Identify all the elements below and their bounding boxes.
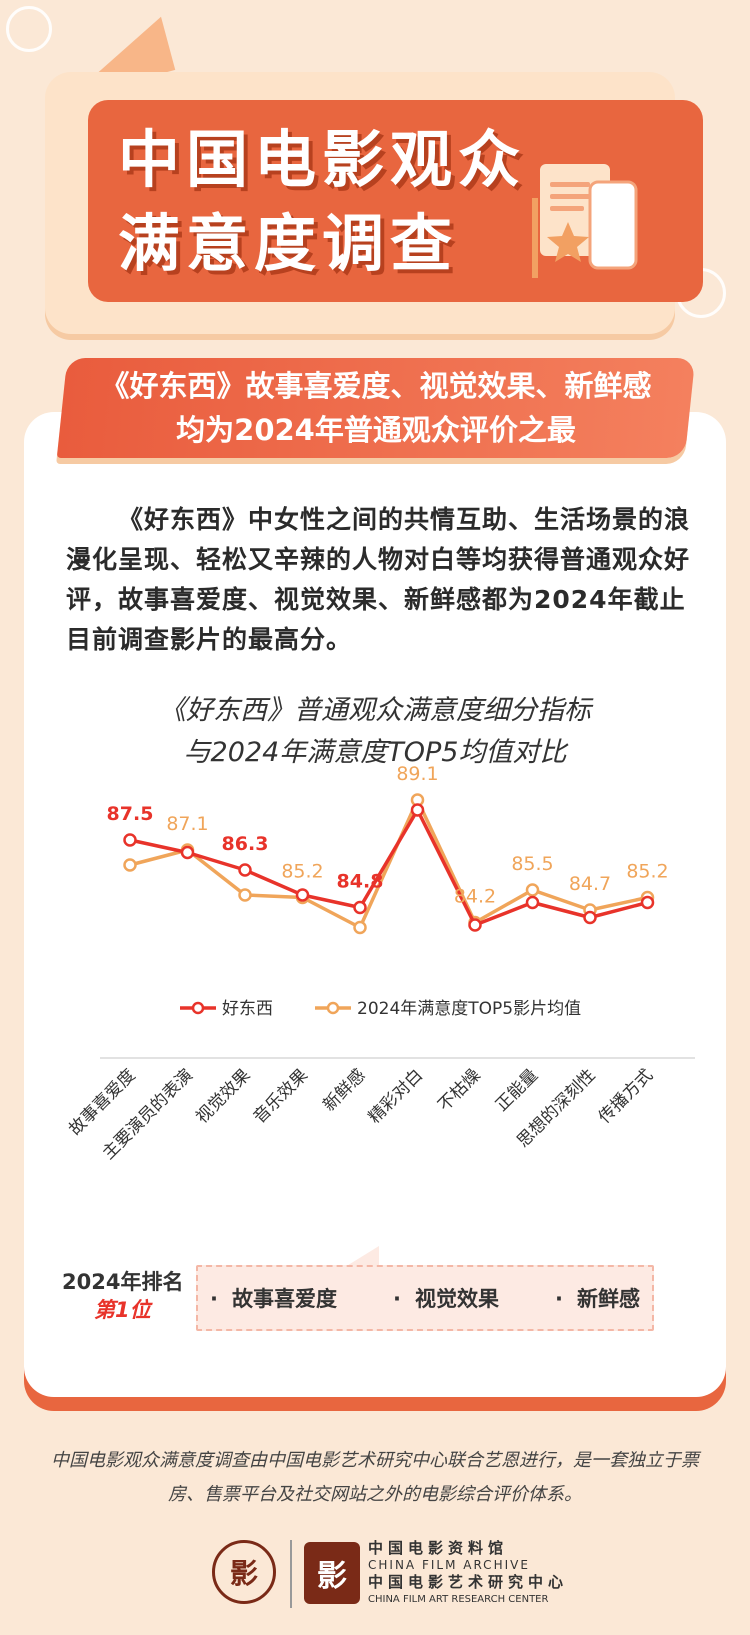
ranking-items: 故事喜爱度 视觉效果 新鲜感 bbox=[210, 1265, 640, 1331]
ranking-box-tab bbox=[345, 1246, 379, 1267]
chart-title-line-2: 与2024年满意度TOP5均值对比 bbox=[183, 737, 567, 768]
ranking-item: 视觉效果 bbox=[393, 1283, 499, 1313]
data-label: 86.3 bbox=[222, 833, 269, 855]
archive-seal-icon: 影 bbox=[212, 1540, 276, 1604]
data-label: 85.2 bbox=[281, 861, 323, 883]
headline-line-2: 均为2024年普通观众评价之最 bbox=[176, 413, 576, 447]
archive-name-en: CHINA FILM ARCHIVE bbox=[368, 1558, 530, 1572]
data-point bbox=[640, 895, 655, 910]
page-title: 中国电影观众 满意度调查 bbox=[118, 118, 538, 286]
data-point bbox=[123, 858, 137, 872]
x-tick-label: 音乐效果 bbox=[250, 1065, 312, 1127]
data-point bbox=[468, 918, 482, 932]
ranking-label: 2024年排名 bbox=[62, 1270, 184, 1294]
ranking-item: 故事喜爱度 bbox=[210, 1283, 337, 1313]
series-line-1 bbox=[129, 798, 648, 930]
series-line-0 bbox=[129, 808, 648, 927]
data-label: 87.1 bbox=[166, 813, 208, 835]
x-tick-label: 正能量 bbox=[492, 1065, 542, 1115]
research-center-en: CHINA FILM ART RESEARCH CENTER bbox=[368, 1594, 549, 1605]
research-center-cn: 中国电影艺术研究中心 bbox=[368, 1573, 569, 1591]
archive-names: 中国电影资料馆 CHINA FILM ARCHIVE 中国电影艺术研究中心 CH… bbox=[368, 1540, 568, 1608]
legend-label: 2024年满意度TOP5影片均值 bbox=[357, 999, 581, 1019]
archive-logo-icon: 影 bbox=[304, 1542, 360, 1604]
data-point bbox=[238, 888, 252, 902]
x-tick-label: 新鲜感 bbox=[319, 1065, 369, 1115]
data-label: 84.2 bbox=[454, 886, 496, 908]
title-line-2: 满意度调查 bbox=[118, 207, 459, 280]
legend-label: 好东西 bbox=[222, 999, 273, 1019]
data-label: 84.8 bbox=[337, 871, 384, 893]
data-point bbox=[353, 920, 367, 935]
logo-divider bbox=[290, 1540, 292, 1608]
legend-marker bbox=[326, 1001, 340, 1015]
data-label: 89.1 bbox=[396, 763, 438, 785]
x-tick-label: 视觉效果 bbox=[192, 1065, 254, 1127]
document-star-phone-icon bbox=[532, 164, 638, 278]
headline-line-1: 《好东西》故事喜爱度、视觉效果、新鲜感 bbox=[100, 369, 652, 403]
title-line-1: 中国电影观众 bbox=[118, 123, 527, 196]
chart-title: 《好东西》普通观众满意度细分指标 与2024年满意度TOP5均值对比 bbox=[60, 690, 690, 774]
data-point bbox=[410, 803, 425, 817]
x-tick-label: 不枯燥 bbox=[434, 1065, 484, 1115]
summary-paragraph: 《好东西》中女性之间的共情互助、生活场景的浪漫化呈现、轻松又辛辣的人物对白等均获… bbox=[66, 505, 691, 654]
decor-loop-top-left bbox=[6, 6, 52, 52]
x-tick-label: 精彩对白 bbox=[365, 1065, 427, 1127]
data-point bbox=[525, 883, 540, 897]
data-point bbox=[525, 895, 540, 910]
data-point bbox=[353, 900, 367, 915]
data-label: 84.7 bbox=[569, 873, 611, 895]
x-tick-label: 传播方式 bbox=[595, 1065, 657, 1127]
ranking-position: 第1位 bbox=[94, 1298, 151, 1322]
data-point bbox=[238, 863, 252, 877]
data-label: 85.5 bbox=[511, 853, 553, 875]
data-point bbox=[295, 888, 310, 902]
data-label: 85.2 bbox=[626, 861, 668, 883]
headline-text: 《好东西》故事喜爱度、视觉效果、新鲜感 均为2024年普通观众评价之最 bbox=[70, 364, 682, 452]
data-label: 87.5 bbox=[107, 803, 154, 825]
chart-title-line-1: 《好东西》普通观众满意度细分指标 bbox=[159, 695, 591, 726]
data-point bbox=[180, 845, 195, 860]
archive-name-cn: 中国电影资料馆 bbox=[368, 1539, 509, 1557]
line-chart: 87.5 87.1 86.3 85.2 84.8 89.1 84.2 85.5 84.7 85.2… bbox=[65, 763, 695, 1164]
data-point bbox=[583, 910, 597, 925]
ranking-item: 新鲜感 bbox=[555, 1283, 640, 1313]
legend-marker bbox=[191, 1001, 205, 1015]
footer-description: 中国电影观众满意度调查由中国电影艺术研究中心联合艺恩进行，是一套独立于票房、售票… bbox=[51, 1450, 699, 1505]
data-point bbox=[123, 833, 137, 847]
